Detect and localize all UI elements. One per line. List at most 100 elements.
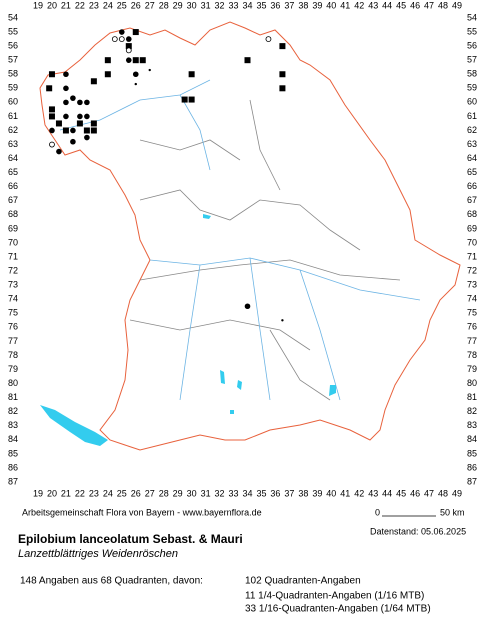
row-label: 77 [8, 336, 18, 346]
row-label: 71 [467, 251, 477, 261]
column-label: 42 [354, 0, 364, 10]
row-label: 54 [8, 12, 18, 22]
row-label: 85 [467, 448, 477, 458]
marker-dot [119, 29, 125, 35]
row-label: 69 [8, 223, 18, 233]
marker-square [125, 43, 132, 50]
column-label: 35 [256, 488, 266, 498]
row-label: 74 [467, 294, 477, 304]
marker-square [48, 113, 55, 120]
row-label: 59 [467, 83, 477, 93]
marker-dot [84, 99, 90, 106]
row-label: 59 [8, 83, 18, 93]
column-label: 27 [145, 488, 155, 498]
row-label: 63 [467, 139, 477, 149]
marker-dot [63, 113, 69, 120]
column-label: 44 [382, 0, 392, 10]
marker-dot [56, 148, 62, 155]
column-label: 43 [368, 0, 378, 10]
column-label: 30 [187, 0, 197, 10]
row-label: 72 [8, 265, 18, 275]
row-label: 67 [8, 195, 18, 205]
marker-square [244, 57, 251, 64]
marker-dot [70, 127, 76, 134]
marker-small [134, 82, 137, 86]
marker-square [132, 57, 139, 64]
summary: 148 Angaben aus 68 Quadranten, davon: [20, 576, 203, 587]
marker-circle [49, 141, 55, 148]
row-label: 84 [8, 434, 18, 444]
row-label: 83 [467, 420, 477, 430]
row-label: 61 [467, 111, 477, 121]
marker-circle [111, 36, 118, 42]
column-label: 27 [145, 0, 155, 10]
row-label: 64 [8, 153, 18, 163]
row-label: 57 [467, 55, 477, 65]
marker-square [188, 96, 195, 103]
lake-constance [40, 405, 108, 446]
column-label: 47 [424, 488, 434, 498]
column-label: 19 [33, 0, 43, 10]
column-label: 48 [438, 0, 448, 10]
marker-circle [125, 47, 132, 54]
row-label: 55 [8, 26, 18, 36]
row-label: 64 [467, 153, 477, 163]
row-label: 83 [8, 420, 18, 430]
row-label: 65 [8, 167, 18, 177]
column-label: 32 [215, 488, 225, 498]
marker-square [62, 127, 69, 134]
column-label: 24 [103, 488, 113, 498]
column-label: 38 [298, 0, 308, 10]
column-label: 42 [354, 488, 364, 498]
column-label: 39 [312, 488, 322, 498]
row-label: 78 [467, 350, 477, 360]
marker-square [104, 57, 111, 64]
row-label: 81 [467, 392, 477, 402]
column-label: 22 [75, 0, 85, 10]
row-label: 84 [467, 434, 477, 444]
marker-dot [70, 138, 76, 145]
row-label: 82 [467, 406, 477, 416]
count: 11 1/4-Quadranten-Angaben (1/16 MTB) [245, 591, 424, 602]
marker-square [90, 120, 97, 127]
rivers [59, 79, 421, 401]
column-label: 21 [61, 488, 71, 498]
marker-square [48, 71, 55, 78]
marker-square [279, 85, 286, 92]
column-label: 29 [173, 0, 183, 10]
row-label: 82 [8, 406, 18, 416]
row-label: 54 [467, 12, 477, 22]
district-borders [129, 99, 401, 401]
row-label: 66 [467, 181, 477, 191]
marker-square [181, 96, 188, 103]
column-label: 34 [242, 488, 252, 498]
marker-dot [125, 57, 132, 63]
row-label: 58 [467, 69, 477, 79]
column-label: 37 [284, 0, 294, 10]
column-label: 28 [159, 488, 169, 498]
column-label: 19 [33, 488, 43, 498]
row-label: 70 [467, 237, 477, 247]
column-label: 33 [229, 488, 239, 498]
row-label: 73 [467, 280, 477, 290]
marker-small [148, 68, 151, 72]
row-label: 58 [8, 69, 18, 79]
row-label: 69 [467, 223, 477, 233]
marker-square [132, 29, 139, 36]
row-label: 60 [8, 97, 18, 107]
column-label: 23 [89, 0, 99, 10]
row-label: 79 [8, 364, 18, 374]
title: Epilobium lanceolatum Sebast. & Mauri [18, 532, 243, 546]
marker-square [104, 71, 111, 78]
marker-small [281, 319, 284, 322]
column-label: 47 [424, 0, 434, 10]
marker-square [90, 127, 97, 134]
marker-square [48, 106, 55, 113]
row-label: 66 [8, 181, 18, 191]
row-label: 78 [8, 350, 18, 360]
column-label: 46 [410, 488, 420, 498]
marker-square [83, 127, 90, 134]
column-label: 40 [326, 488, 336, 498]
row-label: 80 [8, 378, 18, 388]
column-label: 45 [396, 0, 406, 10]
